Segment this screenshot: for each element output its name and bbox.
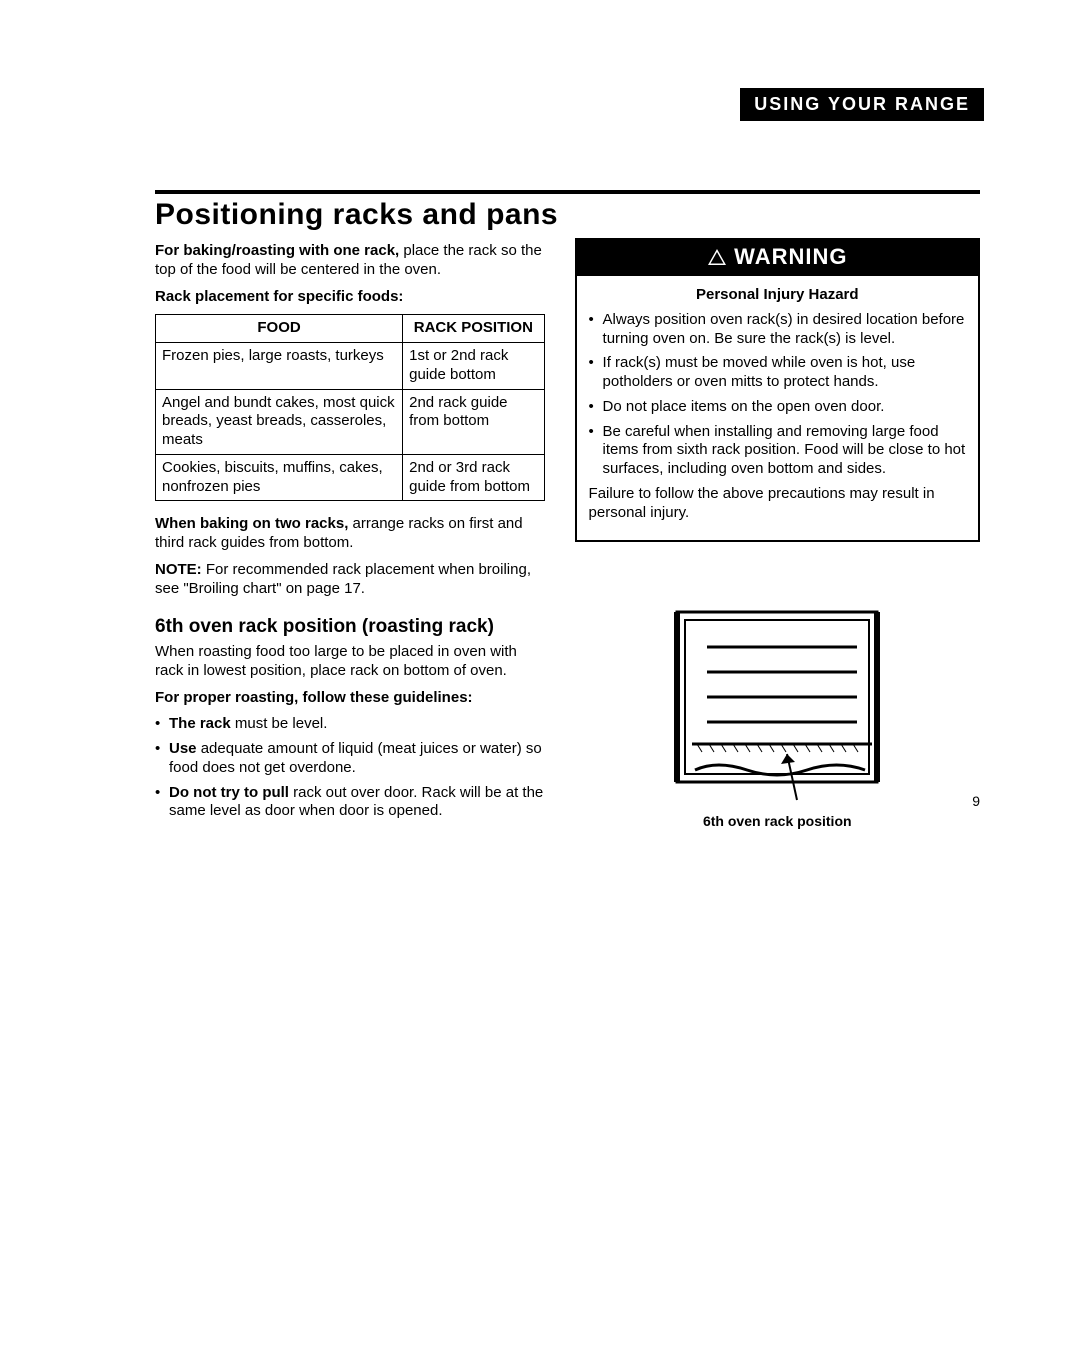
li-rest: adequate amount of liquid (meat juices o… <box>169 740 542 776</box>
table-cell: Angel and bundt cakes, most quick breads… <box>156 389 403 454</box>
warning-head-text: WARNING <box>734 244 847 269</box>
intro-bold: For baking/roasting with one rack, <box>155 242 399 259</box>
left-column: For baking/roasting with one rack, place… <box>155 238 545 827</box>
sixth-para: When roasting food too large to be place… <box>155 643 545 681</box>
warning-triangle-icon <box>707 248 727 266</box>
li-bold: Do not try to pull <box>169 784 289 801</box>
guidelines-list: The rack must be level. Use adequate amo… <box>155 715 545 821</box>
warning-subhead: Personal Injury Hazard <box>589 286 966 305</box>
warning-box: WARNING Personal Injury Hazard Always po… <box>575 238 980 542</box>
top-rule <box>155 190 980 194</box>
page-title: Positioning racks and pans <box>155 198 980 232</box>
warning-list: Always position oven rack(s) in desired … <box>589 311 966 479</box>
li-rest: must be level. <box>231 715 328 732</box>
rack-placement-label: Rack placement for specific foods: <box>155 288 545 307</box>
oven-svg-icon <box>647 602 907 802</box>
li-bold: The rack <box>169 715 231 732</box>
warning-tail: Failure to follow the above precautions … <box>589 485 966 523</box>
list-item: Be careful when installing and removing … <box>589 423 966 479</box>
table-cell: 1st or 2nd rack guide bottom <box>403 343 544 390</box>
warning-head: WARNING <box>577 240 978 276</box>
rack-table: FOOD RACK POSITION Frozen pies, large ro… <box>155 314 545 501</box>
table-cell: Frozen pies, large roasts, turkeys <box>156 343 403 390</box>
two-racks-bold: When baking on two racks, <box>155 515 348 532</box>
table-cell: 2nd rack guide from bottom <box>403 389 544 454</box>
table-cell: 2nd or 3rd rack guide from bottom <box>403 454 544 501</box>
two-racks-para: When baking on two racks, arrange racks … <box>155 515 545 553</box>
table-row: Cookies, biscuits, muffins, cakes, nonfr… <box>156 454 545 501</box>
note-para: NOTE: For recommended rack placement whe… <box>155 561 545 599</box>
list-item: Use adequate amount of liquid (meat juic… <box>155 740 545 778</box>
list-item: Do not try to pull rack out over door. R… <box>155 784 545 822</box>
table-row: Frozen pies, large roasts, turkeys 1st o… <box>156 343 545 390</box>
table-header-food: FOOD <box>156 315 403 343</box>
right-column: WARNING Personal Injury Hazard Always po… <box>575 238 980 829</box>
oven-diagram: 6th oven rack position <box>575 602 980 829</box>
table-header-position: RACK POSITION <box>403 315 544 343</box>
intro-para: For baking/roasting with one rack, place… <box>155 242 545 280</box>
list-item: If rack(s) must be moved while oven is h… <box>589 354 966 392</box>
guidelines-label: For proper roasting, follow these guidel… <box>155 689 545 708</box>
list-item: Do not place items on the open oven door… <box>589 398 966 417</box>
section-header-bar: USING YOUR RANGE <box>740 88 984 121</box>
diagram-caption: 6th oven rack position <box>575 813 980 829</box>
page-number: 9 <box>972 793 980 809</box>
list-item: Always position oven rack(s) in desired … <box>589 311 966 349</box>
list-item: The rack must be level. <box>155 715 545 734</box>
table-row: Angel and bundt cakes, most quick breads… <box>156 389 545 454</box>
sixth-heading: 6th oven rack position (roasting rack) <box>155 616 545 639</box>
table-cell: Cookies, biscuits, muffins, cakes, nonfr… <box>156 454 403 501</box>
note-rest: For recommended rack placement when broi… <box>155 561 531 597</box>
note-bold: NOTE: <box>155 561 202 578</box>
li-bold: Use <box>169 740 197 757</box>
